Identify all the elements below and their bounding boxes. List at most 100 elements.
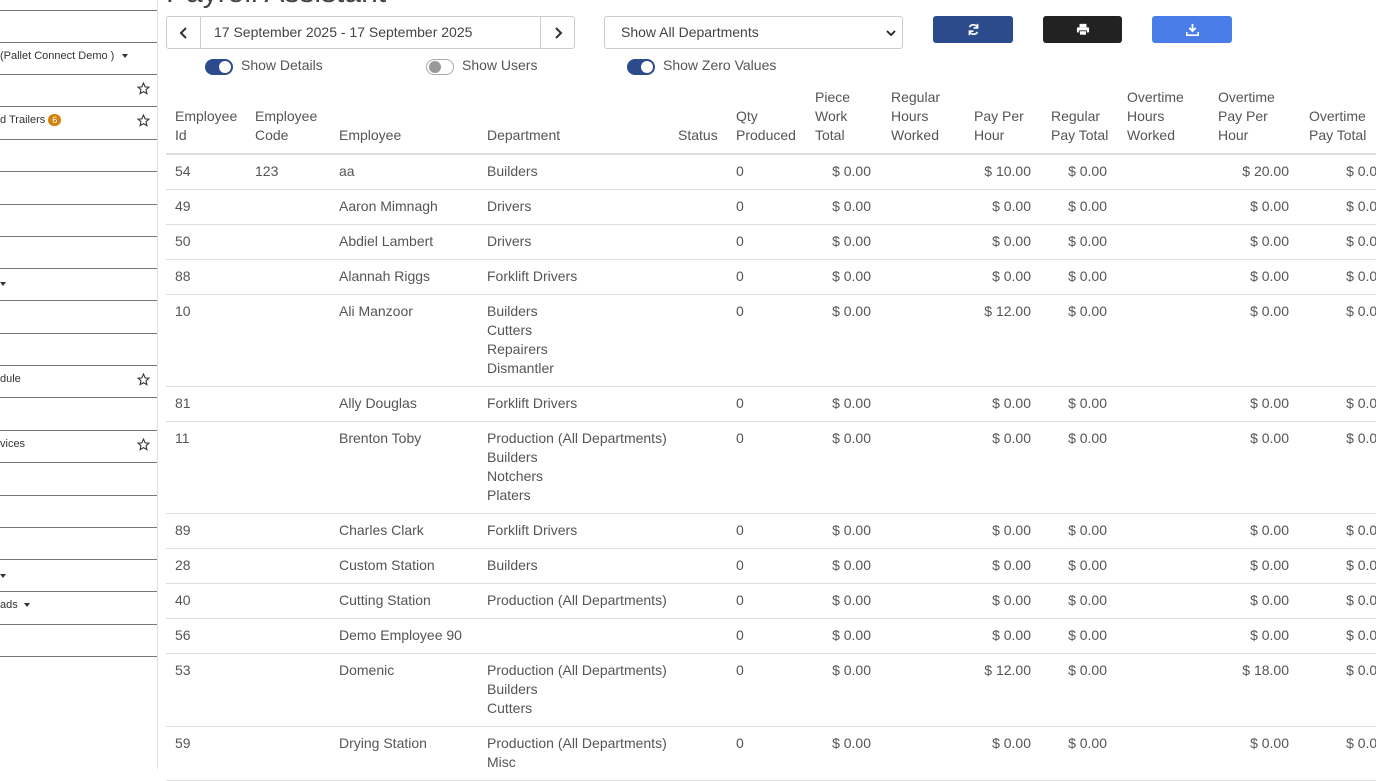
table-row[interactable]: 56 Demo Employee 90 0 $ 0.00 $ 0.00 $ 0.00 $ 0… [166,618,1376,654]
department-name: Drivers [487,233,532,249]
next-button[interactable] [540,16,575,49]
toggle-knob[interactable] [219,61,231,73]
employee-name: Drying Station [330,726,478,781]
sidebar-label[interactable]: dule [0,373,21,385]
toggle-label[interactable]: Show Details [241,57,323,73]
sidebar-item[interactable]: vices [0,438,25,450]
table-row[interactable]: 54 123 aa Builders 0 $ 0.00 $ 10.00 $ 0.00 $ 20.… [166,154,1376,190]
overtime-pay-total: $ 0.00 [1300,583,1376,619]
print-button[interactable] [1043,16,1122,43]
piece-work-total: $ 0.00 [806,513,882,549]
table-row[interactable]: 40 Cutting Station Production (All Departm… [166,583,1376,619]
column-header[interactable]: Department [478,82,669,155]
empty-cell [1118,548,1209,584]
table-row[interactable]: 89 Charles Clark Forklift Drivers 0 $ 0.00 $ … [166,513,1376,549]
qty-produced: 0 [727,726,806,781]
qty-produced: 0 [727,421,806,514]
employee-code [246,421,330,514]
employee-name: Domenic [330,653,478,727]
toggle-label[interactable]: Show Zero Values [663,57,777,73]
qty-produced: 0 [727,513,806,549]
empty-cell [882,653,965,727]
table-row[interactable]: 28 Custom Station Builders 0 $ 0.00 $ 0.00 $ 0… [166,548,1376,584]
column-header[interactable]: Status [669,82,727,155]
regular-pay-total: $ 0.00 [1042,224,1118,260]
pay-per-hour: $ 12.00 [965,653,1042,727]
employee-id: 49 [166,189,246,225]
refresh-button[interactable] [933,16,1013,43]
column-header[interactable]: Employee [330,82,478,155]
pay-per-hour: $ 0.00 [965,583,1042,619]
prev-button[interactable] [166,16,201,49]
column-header[interactable]: Overtime Pay Total [1300,82,1376,155]
column-header[interactable]: Employee Code [246,82,330,155]
piece-work-total: $ 0.00 [806,294,882,387]
piece-work-total: $ 0.00 [806,154,882,190]
toggle-switch[interactable] [426,59,454,75]
sidebar-label[interactable]: vices [0,438,26,450]
column-header[interactable]: Regular Hours Worked [882,82,965,155]
star-icon[interactable] [137,82,150,95]
qty-produced: 0 [727,154,806,190]
department: Builders [478,154,669,190]
overtime-pay-total: $ 0.00 [1300,224,1376,260]
overtime-pay-per-hour: $ 0.00 [1209,513,1300,549]
column-header[interactable]: Employee Id [166,82,246,155]
table-row[interactable]: 11 Brenton Toby Production (All Department… [166,421,1376,514]
empty-cell [882,259,965,295]
department-name: Forklift Drivers [487,395,578,411]
column-header[interactable]: Overtime Pay Per Hour [1209,82,1300,155]
column-header[interactable]: Regular Pay Total [1042,82,1118,155]
column-header[interactable]: Overtime Hours Worked [1118,82,1209,155]
status [669,726,727,781]
piece-work-total: $ 0.00 [806,653,882,727]
pay-per-hour: $ 0.00 [965,548,1042,584]
table-row[interactable]: 10 Ali Manzoor Builders Cutters Repairers Dis… [166,294,1376,387]
column-header[interactable]: Qty Produced [727,82,806,155]
sidebar-label[interactable]: d Trailers [0,114,46,126]
table-row[interactable]: 81 Ally Douglas Forklift Drivers 0 $ 0.00 $ 0… [166,386,1376,422]
status [669,583,727,619]
status [669,513,727,549]
department-select[interactable]: Show All Departments [604,16,903,49]
overtime-pay-total: $ 0.00 [1300,421,1376,514]
date-range-input[interactable]: 17 September 2025 - 17 September 2025 [200,16,541,49]
department-name: Production (All Departments) [487,430,667,446]
regular-pay-total: $ 0.00 [1042,189,1118,225]
download-button[interactable] [1152,16,1232,43]
employee-name: Custom Station [330,548,478,584]
regular-pay-total: $ 0.00 [1042,294,1118,387]
table-row[interactable]: 59 Drying Station Production (All Departme… [166,726,1376,781]
toggle-switch[interactable] [627,59,655,75]
toggle-label[interactable]: Show Users [462,57,538,73]
column-header[interactable]: Piece Work Total [806,82,882,155]
sidebar-item[interactable]: d Trailers 6 [0,114,62,126]
status [669,259,727,295]
department-name: Builders [487,681,538,697]
employee-id: 28 [166,548,246,584]
employee-code [246,583,330,619]
sidebar-item[interactable]: (Pallet Connect Demo ) [0,50,129,62]
qty-produced: 0 [727,583,806,619]
star-icon[interactable] [137,373,150,386]
empty-cell [1118,421,1209,514]
toggle-switch[interactable] [205,59,233,75]
status [669,189,727,225]
employee-name: Cutting Station [330,583,478,619]
table-row[interactable]: 88 Alannah Riggs Forklift Drivers 0 $ 0.00 $ … [166,259,1376,295]
employee-code [246,224,330,260]
table-row[interactable]: 50 Abdiel Lambert Drivers 0 $ 0.00 $ 0.00 $ 0.… [166,224,1376,260]
table-row[interactable]: 53 Domenic Production (All Departments) Bui… [166,653,1376,727]
table-row[interactable]: 49 Aaron Mimnagh Drivers 0 $ 0.00 $ 0.00 $ 0.0… [166,189,1376,225]
toggle-knob[interactable] [641,61,653,73]
sidebar-item[interactable]: dule [0,373,21,385]
column-header[interactable]: Pay Per Hour [965,82,1042,155]
sidebar-label[interactable]: (Pallet Connect Demo ) [0,50,115,62]
select-value[interactable]: Show All Departments [621,24,759,40]
sidebar-item[interactable]: ads [0,599,30,611]
star-icon[interactable] [137,114,150,127]
toggle-knob[interactable] [429,61,441,73]
star-icon[interactable] [137,438,150,451]
sidebar-label[interactable]: ads [0,599,18,611]
sidebar: (Pallet Connect Demo ) d Trailers 6 dule … [0,0,158,769]
